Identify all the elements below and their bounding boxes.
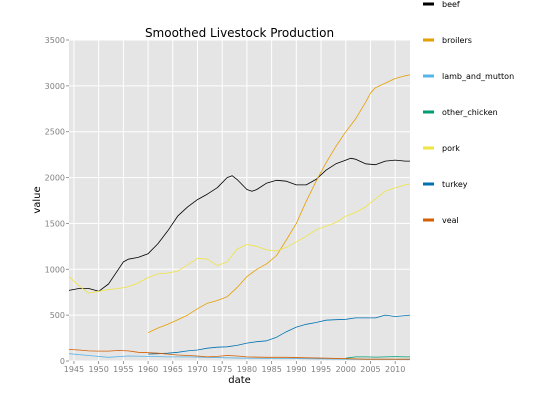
series-line-lamb-and-mutton <box>68 353 411 360</box>
x-tick-label: 1965 <box>163 365 183 374</box>
plot-background <box>69 40 410 361</box>
x-tick-label: 1955 <box>113 365 133 374</box>
series-line-beef <box>68 157 410 292</box>
legend-label-turkey: turkey <box>442 180 468 189</box>
y-tick-label: 2500 <box>45 128 65 137</box>
y-axis-title: value <box>32 186 43 213</box>
y-tick-label: 1000 <box>45 265 65 274</box>
chart-title: Smoothed Livestock Production <box>145 26 334 40</box>
grid <box>69 39 410 362</box>
x-tick-label: 1960 <box>138 365 158 374</box>
legend-swatch-veal <box>423 218 434 222</box>
y-tick-label: 1500 <box>45 219 65 228</box>
series-line-pork <box>68 183 411 294</box>
x-tick-label: 1950 <box>88 365 108 374</box>
legend-label-pork: pork <box>442 144 460 153</box>
legend-label-lamb-and-mutton: lamb_and_mutton <box>442 72 514 81</box>
series-line-broilers <box>147 74 411 333</box>
x-axis-ticks: 1945 1950 1955 1960 1965 1970 1975 1980 1985 1990… <box>64 361 405 374</box>
x-tick-label: 2005 <box>360 365 380 374</box>
legend: beef broilers lamb_and_mutton other_chicken… <box>423 0 514 225</box>
x-tick-label: 1990 <box>286 365 306 374</box>
legend-label-veal: veal <box>442 216 459 225</box>
x-tick-label: 1970 <box>187 365 207 374</box>
legend-swatch-turkey <box>423 182 434 186</box>
legend-label-other-chicken: other_chicken <box>442 108 498 117</box>
series-line-veal <box>68 349 410 360</box>
x-tick-label: 1945 <box>64 365 84 374</box>
y-axis-ticks: 0 500 1000 1500 2000 2500 3000 3500 <box>45 36 69 366</box>
x-tick-label: 2000 <box>336 365 356 374</box>
legend-swatch-pork <box>423 146 434 150</box>
y-tick-label: 3500 <box>45 36 65 45</box>
legend-label-beef: beef <box>442 0 460 9</box>
y-tick-label: 2000 <box>45 174 65 183</box>
x-tick-label: 1975 <box>212 365 232 374</box>
series-lines <box>68 74 411 360</box>
legend-swatch-lamb-and-mutton <box>423 74 434 78</box>
legend-swatch-other-chicken <box>423 110 434 114</box>
x-tick-label: 1985 <box>261 365 281 374</box>
y-tick-label: 3000 <box>45 82 65 91</box>
x-tick-label: 1980 <box>237 365 257 374</box>
legend-swatch-beef <box>423 2 434 6</box>
series-line-turkey <box>148 314 411 355</box>
legend-label-broilers: broilers <box>442 36 472 45</box>
x-axis-title: date <box>228 375 251 386</box>
legend-swatch-broilers <box>423 38 434 42</box>
y-tick-label: 0 <box>60 357 65 366</box>
x-tick-label: 2010 <box>385 365 405 374</box>
x-tick-label: 1995 <box>311 365 331 374</box>
y-tick-label: 500 <box>50 311 65 320</box>
series-line-other-chicken <box>345 356 410 359</box>
